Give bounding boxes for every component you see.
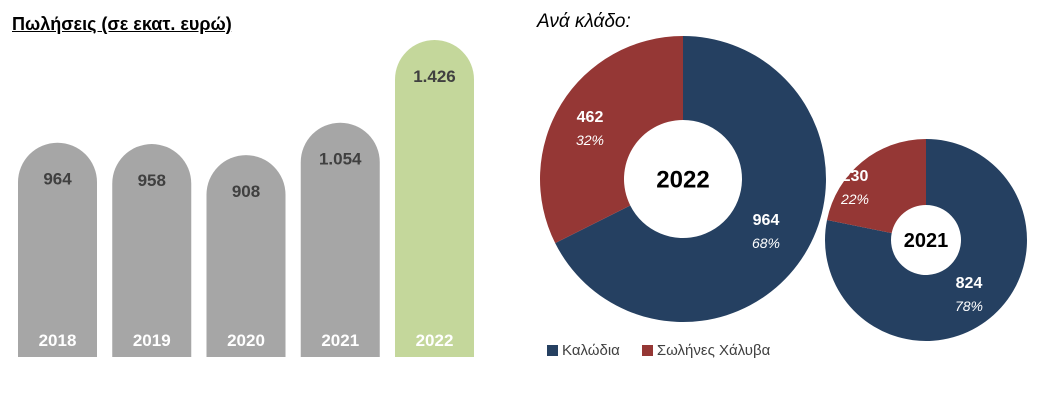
bar-group-2018: 964 2018 xyxy=(18,142,97,357)
legend-item-cables: Καλώδια xyxy=(547,342,620,359)
bar-group-2022: 1.426 2022 xyxy=(395,40,474,358)
bar-2018 xyxy=(18,142,97,357)
bar-value-label-2018: 964 xyxy=(43,170,72,189)
legend-label-steel-pipes: Σωλήνες Χάλυβα xyxy=(656,341,771,359)
bar-2020 xyxy=(206,155,286,357)
donut-chart-2021: 824 78% 230 22% 2021 xyxy=(825,139,1027,341)
slice-percent-label-steel-pipes: 32% xyxy=(576,132,604,148)
donut-slice-steel-pipes xyxy=(827,139,926,234)
bar-year-label-2021: 2021 xyxy=(321,331,359,350)
legend-swatch-cables xyxy=(547,344,558,356)
bar-value-label-2022: 1.426 xyxy=(413,67,456,86)
bar-value-label-2019: 958 xyxy=(138,171,166,190)
sales-bar-chart: 964 2018 958 2019 908 2020 1.054 2021 1.426 2022 xyxy=(18,40,474,358)
sales-chart-title: Πωλήσεις (σε εκατ. ευρώ) xyxy=(12,14,232,34)
slice-percent-label-steel-pipes: 22% xyxy=(840,191,869,207)
slice-value-label-cables: 964 xyxy=(753,212,780,229)
slice-value-label-cables: 824 xyxy=(956,275,983,292)
donut-center-year-label: 2021 xyxy=(904,230,949,252)
donut-slice-cables xyxy=(825,139,1027,341)
bar-year-label-2020: 2020 xyxy=(227,331,265,350)
bar-value-label-2020: 908 xyxy=(232,182,260,201)
slice-value-label-steel-pipes: 230 xyxy=(842,168,869,185)
bar-group-2021: 1.054 2021 xyxy=(300,122,380,357)
bar-year-label-2018: 2018 xyxy=(39,331,77,350)
donut-center-year-label: 2022 xyxy=(656,167,709,194)
bar-group-2020: 908 2020 xyxy=(206,155,286,357)
bar-2019 xyxy=(112,144,192,357)
donut-slice-cables xyxy=(555,36,826,323)
bar-2021 xyxy=(300,122,380,357)
donut-chart-2022: 964 68% 462 32% 2022 xyxy=(540,36,826,323)
bar-group-2019: 958 2019 xyxy=(112,144,192,357)
bar-2022 xyxy=(395,40,474,358)
segment-legend: Καλώδια Σωλήνες Χάλυβα xyxy=(547,341,770,359)
slice-value-label-steel-pipes: 462 xyxy=(577,109,604,126)
segment-chart-title: Ανά κλάδο: xyxy=(537,11,631,32)
slice-percent-label-cables: 78% xyxy=(955,298,983,314)
bar-year-label-2019: 2019 xyxy=(133,331,171,350)
bar-year-label-2022: 2022 xyxy=(416,331,454,350)
legend-label-cables: Καλώδια xyxy=(562,341,620,359)
bar-value-label-2021: 1.054 xyxy=(319,150,362,169)
slice-percent-label-cables: 68% xyxy=(752,235,780,251)
donut-slice-steel-pipes xyxy=(540,36,683,244)
segment-donut-charts: 964 68% 462 32% 2022 824 78% 230 22% 2021 xyxy=(540,36,1027,341)
legend-swatch-steel-pipes xyxy=(641,344,653,356)
legend-item-steel-pipes: Σωλήνες Χάλυβα xyxy=(641,341,771,359)
